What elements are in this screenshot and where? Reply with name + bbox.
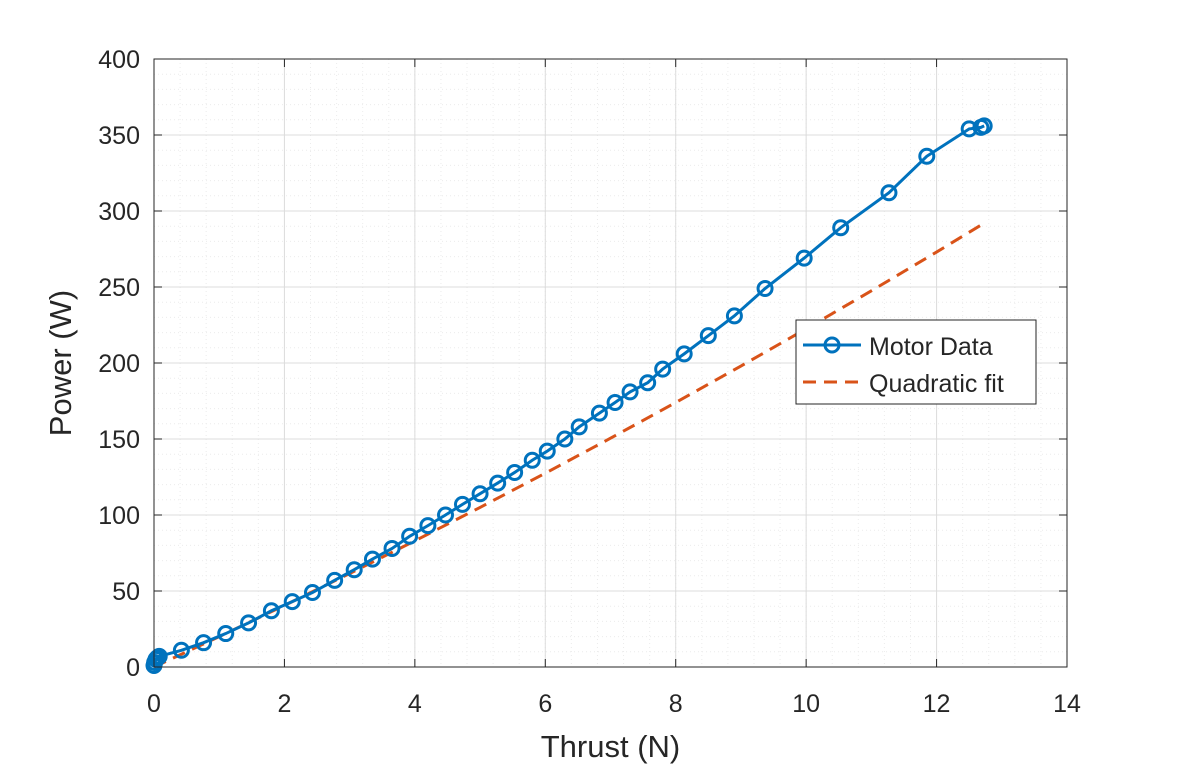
data-point-motor-data [172,641,190,659]
data-point-motor-data [606,394,624,412]
data-point-motor-data [795,249,813,267]
data-point-motor-data [570,418,588,436]
y-axis-label: Power (W) [43,290,78,436]
data-point-motor-data [590,404,608,422]
y-tick-label: 100 [98,502,140,530]
data-point-motor-data [437,506,455,524]
data-point-motor-data [654,360,672,378]
y-tick-label: 300 [98,198,140,226]
data-point-motor-data [401,527,419,545]
data-point-motor-data [240,614,258,632]
x-tick-label: 14 [1053,690,1081,718]
data-point-motor-data [489,474,507,492]
data-point-motor-data [756,280,774,298]
data-point-motor-data [639,374,657,392]
data-point-motor-data [345,561,363,579]
data-point-motor-data [303,584,321,602]
y-tick-label: 0 [126,654,140,682]
legend-box [795,319,1037,405]
data-point-motor-data [880,184,898,202]
data-point-motor-data [217,625,235,643]
x-tick-label: 2 [277,690,291,718]
y-tick-labels: 0 50 100 150 200 250 300 350 400 [98,46,140,682]
x-tick-label: 12 [923,690,951,718]
x-tick-label: 4 [408,690,422,718]
data-point-motor-data [262,602,280,620]
data-point-motor-data [471,485,489,503]
data-point-motor-data [832,219,850,237]
legend: Motor Data Quadratic fit [795,319,1037,405]
x-tick-label: 6 [538,690,552,718]
legend-quadratic-fit-label: Quadratic fit [869,370,1004,398]
y-tick-label: 350 [98,122,140,150]
data-point-motor-data [383,539,401,557]
data-point-motor-data [506,463,524,481]
y-tick-label: 400 [98,46,140,74]
x-tick-label: 8 [669,690,683,718]
data-point-motor-data [523,451,541,469]
data-point-motor-data [975,117,993,135]
series-layer [145,117,993,674]
y-tick-label: 250 [98,274,140,302]
legend-motor-data-label: Motor Data [869,333,993,361]
x-tick-label: 0 [147,690,161,718]
data-point-motor-data [419,517,437,535]
data-point-motor-data [699,327,717,345]
data-point-motor-data [556,430,574,448]
data-point-motor-data [960,120,978,138]
ticks [153,58,1068,668]
x-tick-labels: 0 2 4 6 8 10 12 14 [147,690,1081,718]
data-point-motor-data [675,345,693,363]
legend-motor-data-marker [823,336,841,354]
data-point-motor-data [195,634,213,652]
x-tick-label: 10 [792,690,820,718]
data-point-motor-data [621,383,639,401]
data-point-motor-data [363,550,381,568]
x-axis-label: Thrust (N) [541,729,681,764]
data-point-motor-data [150,647,168,665]
data-point-motor-data [283,593,301,611]
y-tick-label: 50 [112,578,140,606]
series-line-motor-data [152,124,985,666]
data-point-motor-data [725,307,743,325]
y-tick-label: 150 [98,426,140,454]
data-point-motor-data [538,442,556,460]
data-point-motor-data [453,495,471,513]
y-tick-label: 200 [98,350,140,378]
data-point-motor-data [326,571,344,589]
data-point-motor-data [918,147,936,165]
